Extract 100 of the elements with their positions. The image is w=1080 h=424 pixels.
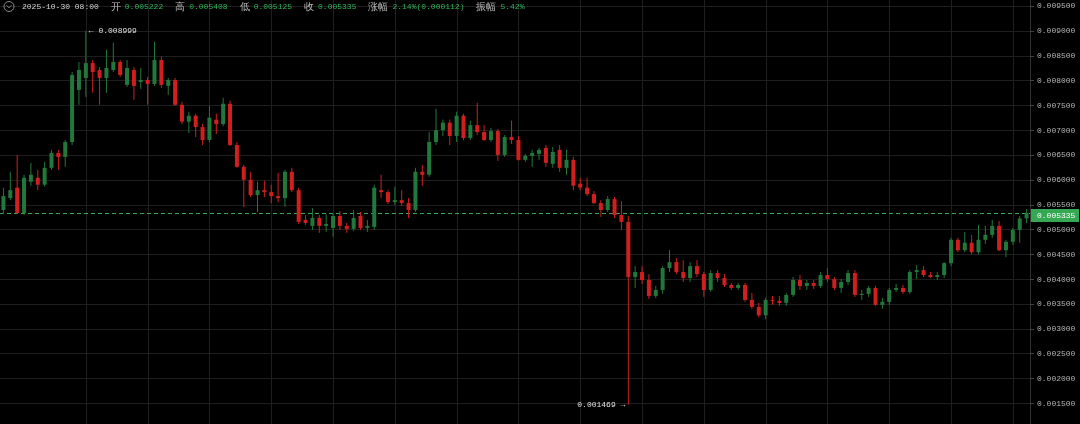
candlestick xyxy=(962,231,967,253)
candlestick xyxy=(351,209,356,232)
candlestick xyxy=(1017,215,1022,244)
candlestick xyxy=(976,224,981,255)
y-tick-label: 0.006000 xyxy=(1037,175,1076,185)
candlestick xyxy=(1,187,6,215)
candlestick xyxy=(269,184,274,204)
candlestick xyxy=(97,66,102,106)
annotation: 开 xyxy=(110,1,121,12)
candlestick xyxy=(900,284,905,295)
annotation: 2.14%(0.000112) xyxy=(392,2,465,11)
y-tick-label: 0.009000 xyxy=(1037,26,1076,36)
candlestick xyxy=(420,164,425,187)
candlestick xyxy=(276,172,281,203)
y-tick-label: 0.004000 xyxy=(1037,274,1076,284)
candlestick xyxy=(694,259,699,278)
candlestick xyxy=(743,282,748,303)
candlestick xyxy=(859,289,864,301)
ref-line-label: 0.005335 xyxy=(1037,211,1076,220)
candlestick xyxy=(90,59,95,94)
candlestick xyxy=(852,269,857,298)
candlestick xyxy=(537,147,542,161)
y-tick-label: 0.004500 xyxy=(1037,249,1076,259)
candlestick xyxy=(475,102,480,136)
candlestick xyxy=(8,171,13,201)
y-tick-label: 0.003000 xyxy=(1037,324,1076,334)
annotation: 0.005335 xyxy=(318,2,357,11)
annotation: 低 xyxy=(239,1,250,12)
candlestick xyxy=(557,144,562,173)
candlestick xyxy=(337,210,342,231)
candlestick xyxy=(461,113,466,141)
candlestick xyxy=(42,161,47,188)
candlestick xyxy=(234,141,239,169)
candlestick xyxy=(440,119,445,137)
candlestick xyxy=(35,169,40,191)
annotation: 涨幅 xyxy=(368,1,389,12)
annotation: 0.005125 xyxy=(253,2,293,11)
candlestick xyxy=(56,149,61,171)
candlestick xyxy=(646,273,651,300)
candlestick xyxy=(289,167,294,193)
y-tick-label: 0.001500 xyxy=(1037,398,1076,408)
y-tick-label: 0.005000 xyxy=(1037,224,1076,234)
y-tick-label: 0.002500 xyxy=(1037,349,1076,358)
candlestick xyxy=(63,139,68,168)
candlestick xyxy=(660,265,665,295)
annotation: 0.005222 xyxy=(124,2,164,11)
candlestick xyxy=(949,237,954,267)
candlestick xyxy=(564,149,569,176)
candlestick xyxy=(797,274,802,291)
candlestick xyxy=(612,196,617,219)
candlestick xyxy=(763,297,768,320)
candlestick xyxy=(193,113,198,138)
y-tick-label: 0.008500 xyxy=(1037,51,1076,61)
candlestick xyxy=(633,265,638,289)
candlestick xyxy=(454,111,459,143)
chart-title: 2025-10-30 08:00 xyxy=(22,2,99,11)
candlestick xyxy=(152,41,157,87)
candlestick xyxy=(543,144,548,168)
candlestick xyxy=(111,42,116,73)
candlestick xyxy=(640,265,645,285)
candlestick xyxy=(708,269,713,293)
candlestick xyxy=(894,283,899,293)
annotation: ← 0.008999 xyxy=(88,26,137,36)
candlestick xyxy=(145,76,150,106)
candlestick xyxy=(392,186,397,206)
candlestick xyxy=(619,200,624,231)
candlestick xyxy=(179,101,184,125)
candlestick xyxy=(681,259,686,283)
candlestick xyxy=(667,249,672,273)
candlestick xyxy=(502,134,507,158)
candlestick xyxy=(76,61,81,106)
candlestick xyxy=(83,30,88,98)
candlestick xyxy=(379,174,384,199)
candlestick xyxy=(749,292,754,310)
candlestick xyxy=(434,108,439,146)
y-tick-label: 0.002000 xyxy=(1037,373,1076,383)
candlestick xyxy=(310,207,315,231)
candlestick xyxy=(468,120,473,141)
candlestick xyxy=(495,128,500,162)
annotation: 收 xyxy=(304,1,315,12)
y-tick-label: 0.007500 xyxy=(1037,100,1076,110)
candlestick xyxy=(1003,239,1008,258)
y-tick-label: 0.008000 xyxy=(1037,75,1076,85)
candlestick xyxy=(186,111,191,134)
candlestick xyxy=(248,171,253,198)
candlestick xyxy=(907,269,912,295)
candlestick xyxy=(550,146,555,169)
candlestick xyxy=(516,135,521,162)
candlestick xyxy=(791,276,796,298)
candlestick xyxy=(255,181,260,213)
candlestick xyxy=(241,164,246,208)
y-tick-label: 0.005500 xyxy=(1037,200,1076,210)
y-tick-label: 0.009500 xyxy=(1037,1,1076,11)
candlestick xyxy=(49,149,54,171)
candlestick xyxy=(104,49,109,94)
candlestick xyxy=(873,285,878,307)
candlestick xyxy=(221,97,226,127)
annotation: 0.005408 xyxy=(189,2,228,11)
y-tick-label: 0.007000 xyxy=(1037,125,1076,135)
annotation: 5.42% xyxy=(500,2,525,11)
